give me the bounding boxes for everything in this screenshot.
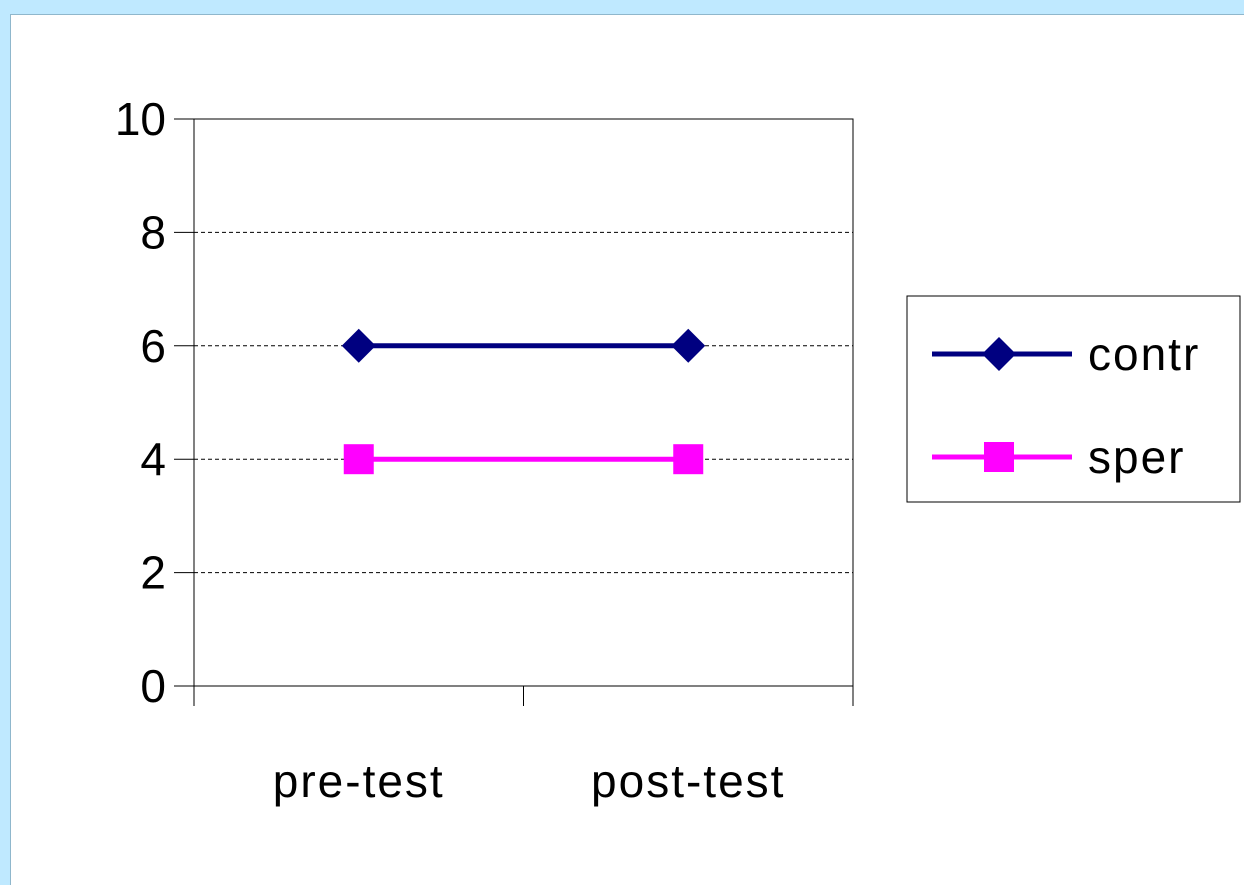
x-tick-label-pre-test: pre-test — [273, 755, 445, 807]
series — [341, 328, 706, 475]
plot-area — [193, 118, 854, 687]
data-point-sper-post-test — [673, 444, 704, 475]
data-point-contr-pre-test — [341, 328, 376, 363]
y-tick-label-10: 10 — [115, 93, 166, 145]
legend-box — [906, 295, 1241, 503]
y-tick-label-8: 8 — [140, 206, 166, 258]
data-point-contr-post-test — [671, 328, 706, 363]
y-tick-label-0: 0 — [140, 660, 166, 712]
y-tick-label-6: 6 — [140, 320, 166, 372]
data-point-sper-pre-test — [343, 444, 374, 475]
legend-marker-contr — [982, 337, 1016, 371]
legend-marker-sper — [984, 442, 1014, 472]
legend-label-contr: contr — [1088, 328, 1200, 380]
y-tick-label-4: 4 — [140, 433, 166, 485]
y-tick-label-2: 2 — [140, 547, 166, 599]
legend: contr sper — [906, 295, 1241, 503]
x-tick-label-post-test: post-test — [591, 755, 785, 807]
axes: 0 2 4 6 8 10 pre-test post-test — [115, 93, 854, 807]
legend-label-sper: sper — [1088, 431, 1185, 483]
